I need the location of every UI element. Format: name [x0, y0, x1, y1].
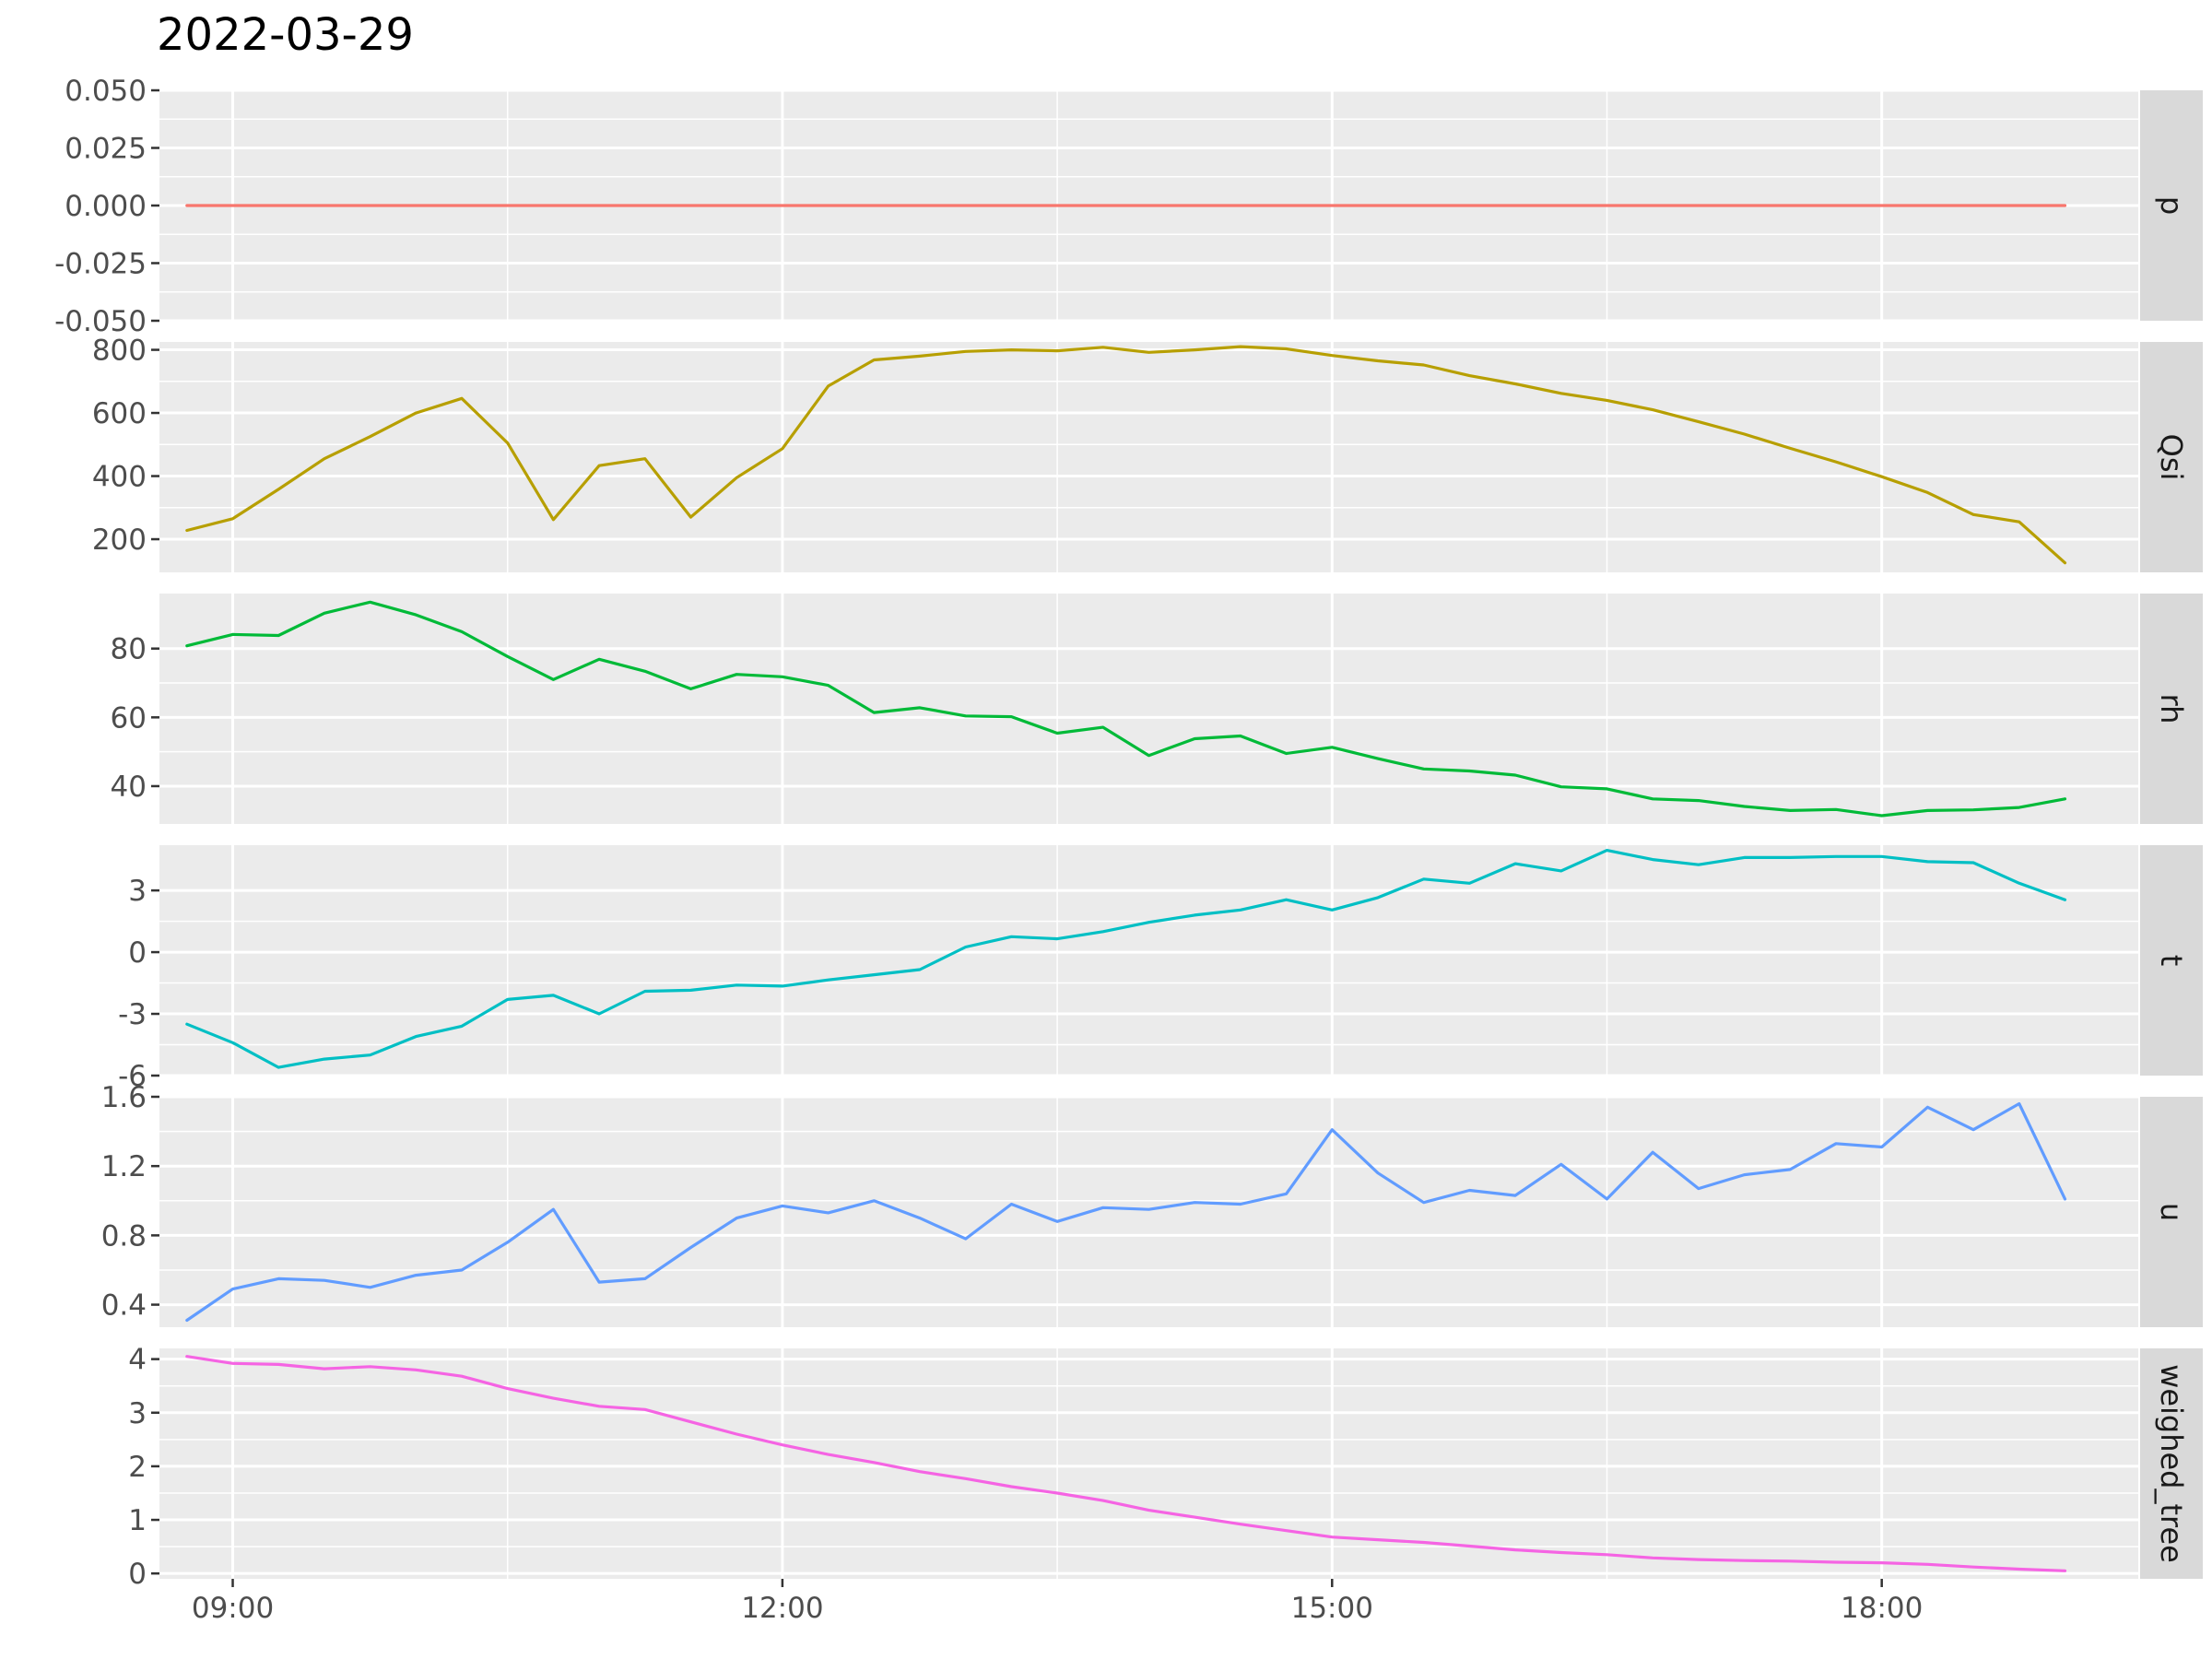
y-tick-label: 4 — [128, 1344, 147, 1377]
facet-strip-label: weighed_tree — [2154, 1364, 2189, 1563]
x-tick-label: 09:00 — [192, 1592, 274, 1625]
y-tick-label: -6 — [118, 1060, 147, 1093]
y-tick-label: 1.6 — [101, 1081, 147, 1114]
x-tick-label: 12:00 — [741, 1592, 823, 1625]
y-tick-label: -3 — [118, 998, 147, 1031]
series-line-u — [185, 1101, 2067, 1323]
panel-background — [159, 594, 2138, 824]
y-tick-label: 0.025 — [65, 133, 147, 166]
y-tick-label: -0.025 — [54, 248, 147, 281]
y-tick-label: 60 — [111, 701, 147, 735]
series-line-Qsi — [185, 345, 2067, 565]
chart-title: 2022-03-29 — [157, 9, 414, 61]
panel-p: 0.050 0.025 0.000 -0.025 -0.050 p — [54, 75, 2203, 338]
facet-strip — [2140, 342, 2203, 572]
panel-u: 1.6 1.2 0.8 0.4 u — [101, 1081, 2203, 1327]
y-tick-label: 0 — [128, 1558, 147, 1591]
x-tick-label: 18:00 — [1841, 1592, 1923, 1625]
facet-strip-label: t — [2154, 955, 2189, 967]
facet-strip — [2140, 845, 2203, 1076]
panel-background — [159, 1348, 2138, 1579]
facet-strip-label: p — [2154, 196, 2189, 215]
y-tick-label: 0.050 — [65, 75, 147, 108]
y-tick-label: 80 — [111, 633, 147, 666]
y-tick-label: 400 — [92, 461, 147, 494]
panel-weighed_tree: 4 3 2 1 0 weighed_tree — [128, 1344, 2203, 1591]
panel-background — [159, 1097, 2138, 1327]
panel-rh: 80 60 40 rh — [111, 594, 2203, 824]
facet-strip-label: u — [2154, 1203, 2189, 1221]
y-tick-label: 1.2 — [101, 1150, 147, 1183]
y-tick-label: 3 — [128, 1397, 147, 1430]
y-tick-label: 0.8 — [101, 1219, 147, 1253]
y-tick-label: 600 — [92, 397, 147, 430]
series-line-rh — [185, 600, 2067, 818]
y-tick-label: 3 — [128, 875, 147, 908]
facet-strip — [2140, 594, 2203, 824]
facet-strip-label: rh — [2154, 694, 2189, 724]
series-line-t — [185, 848, 2067, 1069]
facet-strip — [2140, 90, 2203, 321]
y-tick-label: 40 — [111, 771, 147, 804]
facet-strip-label: Qsi — [2154, 434, 2189, 481]
series-line-weighed_tree — [185, 1355, 2067, 1572]
y-tick-label: 0.4 — [101, 1289, 147, 1323]
panel-background — [159, 342, 2138, 572]
y-tick-label: 1 — [128, 1504, 147, 1537]
y-tick-label: 0 — [128, 936, 147, 970]
panel-background — [159, 845, 2138, 1076]
y-tick-label: 0.000 — [65, 190, 147, 223]
y-tick-label: 2 — [128, 1451, 147, 1484]
panel-t: 3 0 -3 -6 t — [118, 845, 2203, 1093]
y-tick-label: 200 — [92, 524, 147, 557]
x-tick-label: 15:00 — [1291, 1592, 1373, 1625]
facet-strip — [2140, 1348, 2203, 1579]
y-tick-label: -0.050 — [54, 305, 147, 338]
y-tick-label: 800 — [92, 335, 147, 368]
panel-Qsi: 800 600 400 200 Qsi — [92, 335, 2203, 572]
facet-strip — [2140, 1097, 2203, 1327]
